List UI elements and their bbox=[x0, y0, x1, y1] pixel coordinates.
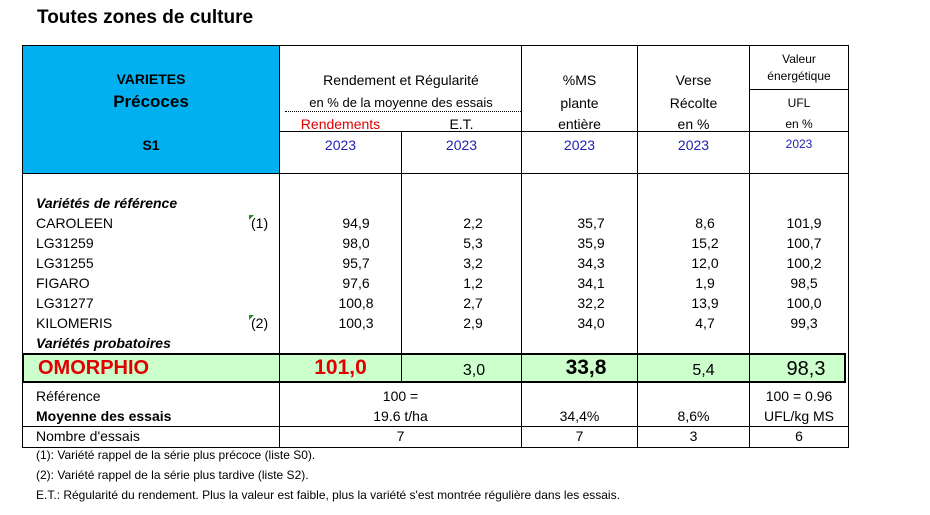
highlight-ms: 33,8 bbox=[565, 356, 607, 379]
variety-note: (1) bbox=[251, 215, 269, 231]
year-ms: 2023 bbox=[563, 137, 596, 153]
cell-verse: 12,0 bbox=[691, 255, 719, 271]
footnote-1: (1): Variété rappel de la série plus pré… bbox=[36, 448, 316, 462]
rendement-header-line2: en % de la moyenne des essais bbox=[309, 95, 493, 110]
precoces-label: Précoces bbox=[113, 92, 189, 111]
cell-rendement: 98,0 bbox=[342, 235, 370, 251]
section-probatoires-label: Variétés probatoires bbox=[36, 335, 171, 351]
year-rendements: 2023 bbox=[324, 137, 357, 153]
moyenne-rendement: 19.6 t/ha bbox=[373, 408, 428, 424]
rendements-label: Rendements bbox=[300, 116, 381, 132]
highlight-verse: 5,4 bbox=[692, 362, 715, 379]
highlight-row bbox=[22, 353, 846, 383]
moyenne-verse: 8,6% bbox=[677, 408, 710, 424]
reference-rendement: 100 = bbox=[382, 388, 419, 404]
comment-marker-icon bbox=[249, 215, 254, 220]
dotted-separator bbox=[285, 111, 521, 112]
highlight-et: 3,0 bbox=[462, 362, 486, 379]
nombre-ms: 7 bbox=[575, 428, 584, 444]
year-verse: 2023 bbox=[677, 137, 710, 153]
cell-et: 2,7 bbox=[463, 295, 483, 311]
ms-header-line1: %MS bbox=[562, 72, 597, 88]
variety-name: FIGARO bbox=[36, 275, 90, 291]
varietes-label: VARIETES bbox=[116, 71, 186, 87]
year-ufl: 2023 bbox=[785, 137, 813, 151]
cell-et: 2,9 bbox=[463, 315, 483, 331]
valeur-header-line2: énergétique bbox=[767, 69, 831, 83]
variety-name: LG31277 bbox=[36, 295, 94, 311]
cell-ufl: 100,2 bbox=[786, 255, 822, 271]
rendement-header-line1: Rendement et Régularité bbox=[323, 72, 479, 88]
cell-rendement: 100,8 bbox=[338, 295, 374, 311]
footnote-2: (2): Variété rappel de la série plus tar… bbox=[36, 468, 309, 482]
variety-name: LG31259 bbox=[36, 235, 94, 251]
variety-name: CAROLEEN bbox=[36, 215, 114, 231]
nombre-verse: 3 bbox=[689, 428, 698, 444]
cell-ufl: 100,0 bbox=[786, 295, 822, 311]
cell-et: 1,2 bbox=[463, 275, 483, 291]
et-label: E.T. bbox=[449, 116, 474, 132]
highlight-rendement: 101,0 bbox=[314, 356, 367, 379]
variety-name: KILOMERIS bbox=[36, 315, 113, 331]
nombre-ufl: 6 bbox=[795, 428, 803, 444]
cell-verse: 1,9 bbox=[695, 275, 715, 291]
cell-et: 3,2 bbox=[463, 255, 483, 271]
ms-header-line3: entière bbox=[558, 116, 601, 132]
cell-verse: 4,7 bbox=[695, 315, 715, 331]
verse-header-line1: Verse bbox=[675, 72, 712, 88]
cell-ufl: 99,3 bbox=[790, 315, 818, 331]
cell-ufl: 100,7 bbox=[786, 235, 822, 251]
verse-header-line3: en % bbox=[677, 116, 710, 132]
variety-note: (2) bbox=[251, 315, 269, 331]
ms-header-line2: plante bbox=[560, 95, 599, 111]
cell-rendement: 100,3 bbox=[338, 315, 374, 331]
cell-ms: 35,7 bbox=[577, 215, 605, 231]
cell-et: 5,3 bbox=[463, 235, 483, 251]
verse-header-line2: Récolte bbox=[669, 95, 718, 111]
cell-rendement: 94,9 bbox=[342, 215, 370, 231]
cell-verse: 8,6 bbox=[695, 215, 715, 231]
reference-label: Référence bbox=[36, 388, 101, 404]
cell-rendement: 97,6 bbox=[342, 275, 370, 291]
valeur-header-line1: Valeur bbox=[782, 52, 816, 66]
cell-ufl: 101,9 bbox=[786, 215, 822, 231]
ufl-unit-header: en % bbox=[785, 117, 813, 131]
moyenne-label: Moyenne des essais bbox=[36, 408, 172, 424]
cell-ms: 34,0 bbox=[577, 315, 605, 331]
cell-et: 2,2 bbox=[463, 215, 483, 231]
cell-verse: 13,9 bbox=[691, 295, 719, 311]
moyenne-ufl: UFL/kg MS bbox=[763, 408, 834, 424]
highlight-ufl: 98,3 bbox=[786, 358, 826, 380]
nombre-rendement: 7 bbox=[396, 428, 405, 444]
nombre-essais-label: Nombre d'essais bbox=[36, 428, 140, 444]
cell-ms: 34,1 bbox=[577, 275, 605, 291]
cell-ms: 35,9 bbox=[577, 235, 605, 251]
highlight-variety-name: OMORPHIO bbox=[38, 357, 150, 379]
cell-verse: 15,2 bbox=[691, 235, 719, 251]
varietes-header-cell bbox=[23, 46, 279, 174]
series-label: S1 bbox=[142, 137, 160, 153]
cell-rendement: 95,7 bbox=[342, 255, 370, 271]
footnote-3: E.T.: Régularité du rendement. Plus la v… bbox=[36, 488, 620, 502]
cell-ms: 32,2 bbox=[577, 295, 605, 311]
moyenne-ms: 34,4% bbox=[559, 408, 600, 424]
year-et: 2023 bbox=[445, 137, 478, 153]
ufl-header: UFL bbox=[787, 96, 811, 110]
cell-ms: 34,3 bbox=[577, 255, 605, 271]
cell-ufl: 98,5 bbox=[790, 275, 818, 291]
section-reference-label: Variétés de référence bbox=[36, 195, 178, 211]
page-title: Toutes zones de culture bbox=[37, 7, 254, 28]
variety-name: LG31255 bbox=[36, 255, 94, 271]
comment-marker-icon bbox=[249, 315, 254, 320]
reference-ufl: 100 = 0.96 bbox=[765, 388, 833, 404]
